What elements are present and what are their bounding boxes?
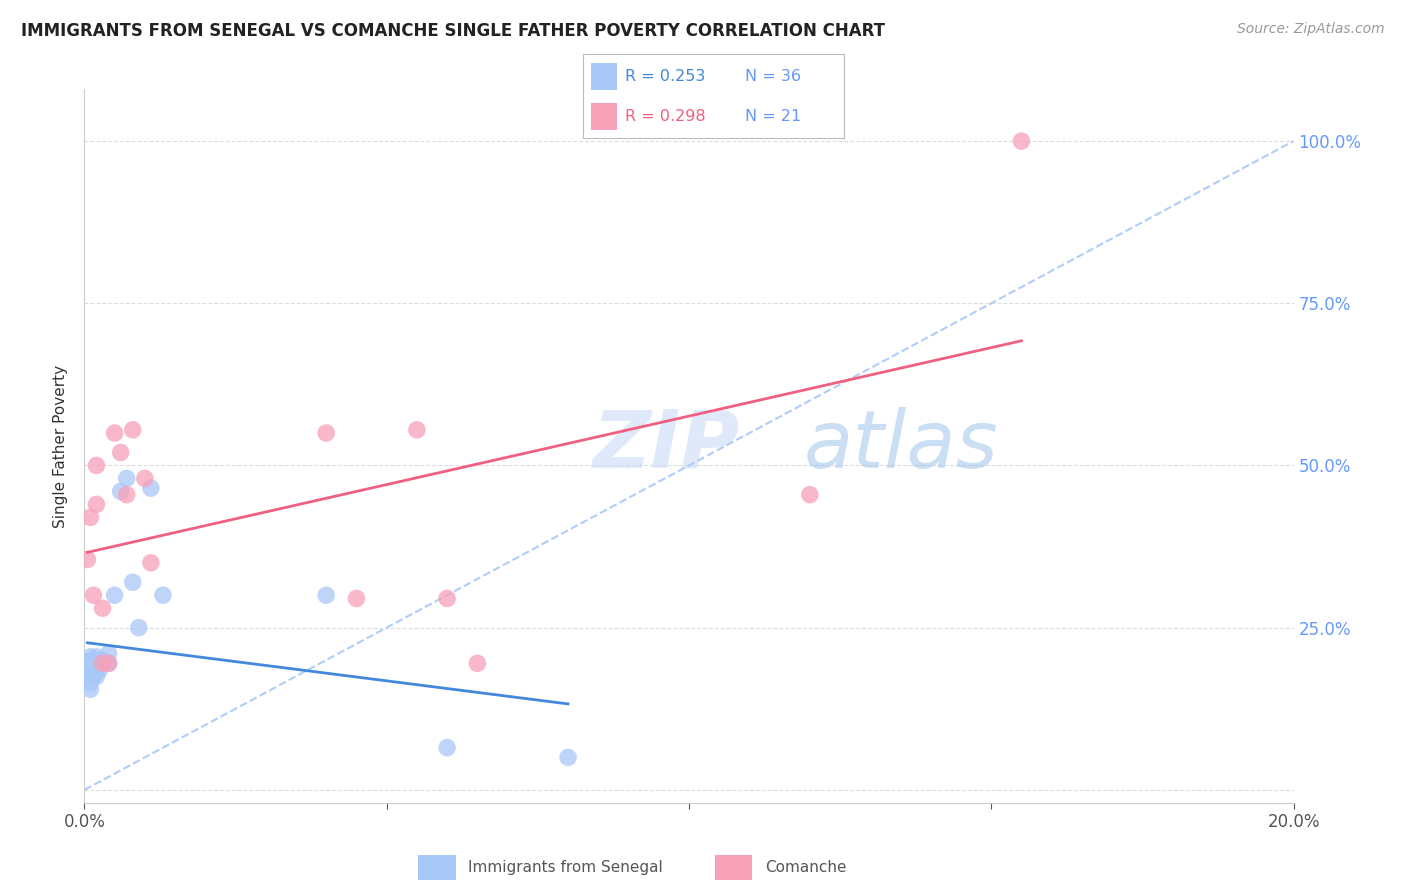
Point (115, 488, 138, 502)
Y-axis label: Single Father Poverty: Single Father Poverty (53, 365, 69, 527)
Point (80, 663, 103, 677)
Text: R = 0.298: R = 0.298 (626, 109, 706, 124)
Text: Source: ZipAtlas.com: Source: ZipAtlas.com (1237, 22, 1385, 37)
Text: Immigrants from Senegal: Immigrants from Senegal (468, 860, 662, 875)
Point (557, 750, 579, 764)
Point (91, 657, 114, 671)
Point (79, 510, 101, 524)
FancyBboxPatch shape (716, 855, 752, 880)
Point (76, 657, 98, 671)
Point (315, 425, 337, 440)
Point (82, 669, 104, 683)
Point (82, 588, 104, 602)
Point (77, 669, 100, 683)
Point (86, 669, 108, 683)
Point (82, 653, 104, 667)
Point (104, 425, 127, 440)
Point (76, 663, 98, 677)
FancyBboxPatch shape (592, 103, 617, 130)
Point (82, 663, 104, 677)
Point (79, 663, 101, 677)
Point (79, 649, 101, 664)
Point (86, 657, 108, 671)
Point (134, 471, 156, 485)
Point (79, 675, 101, 690)
Point (121, 575, 143, 590)
Point (86, 497, 108, 511)
Point (89, 663, 111, 677)
Point (467, 657, 489, 671)
Point (139, 556, 162, 570)
Point (97, 657, 120, 671)
Point (79, 682, 101, 697)
Point (91, 601, 114, 615)
Text: atlas: atlas (804, 407, 998, 485)
Point (128, 621, 150, 635)
Point (152, 588, 174, 602)
Point (799, 488, 821, 502)
Point (86, 663, 108, 677)
Point (346, 591, 368, 606)
Point (436, 591, 458, 606)
FancyBboxPatch shape (592, 62, 617, 90)
Text: N = 36: N = 36 (745, 69, 801, 84)
Point (315, 588, 337, 602)
Point (110, 484, 132, 499)
Point (91, 657, 114, 671)
Point (76, 669, 98, 683)
Point (121, 423, 143, 437)
Point (80, 669, 103, 683)
Point (80, 653, 103, 667)
Point (91, 653, 114, 667)
Text: R = 0.253: R = 0.253 (626, 69, 706, 84)
Point (86, 649, 108, 664)
Point (86, 458, 108, 473)
FancyBboxPatch shape (419, 855, 456, 880)
Text: N = 21: N = 21 (745, 109, 801, 124)
Text: Comanche: Comanche (765, 860, 846, 875)
Text: IMMIGRANTS FROM SENEGAL VS COMANCHE SINGLE FATHER POVERTY CORRELATION CHART: IMMIGRANTS FROM SENEGAL VS COMANCHE SING… (21, 22, 886, 40)
Point (115, 471, 138, 485)
Point (97, 647, 120, 661)
Text: ZIP: ZIP (592, 407, 740, 485)
Point (110, 445, 132, 459)
Point (436, 740, 458, 755)
Point (79, 657, 101, 671)
Point (1011, 134, 1033, 148)
Point (406, 423, 429, 437)
Point (77, 663, 100, 677)
Point (76, 552, 98, 566)
Point (139, 481, 162, 495)
Point (104, 588, 127, 602)
Point (79, 669, 101, 683)
Point (97, 657, 120, 671)
